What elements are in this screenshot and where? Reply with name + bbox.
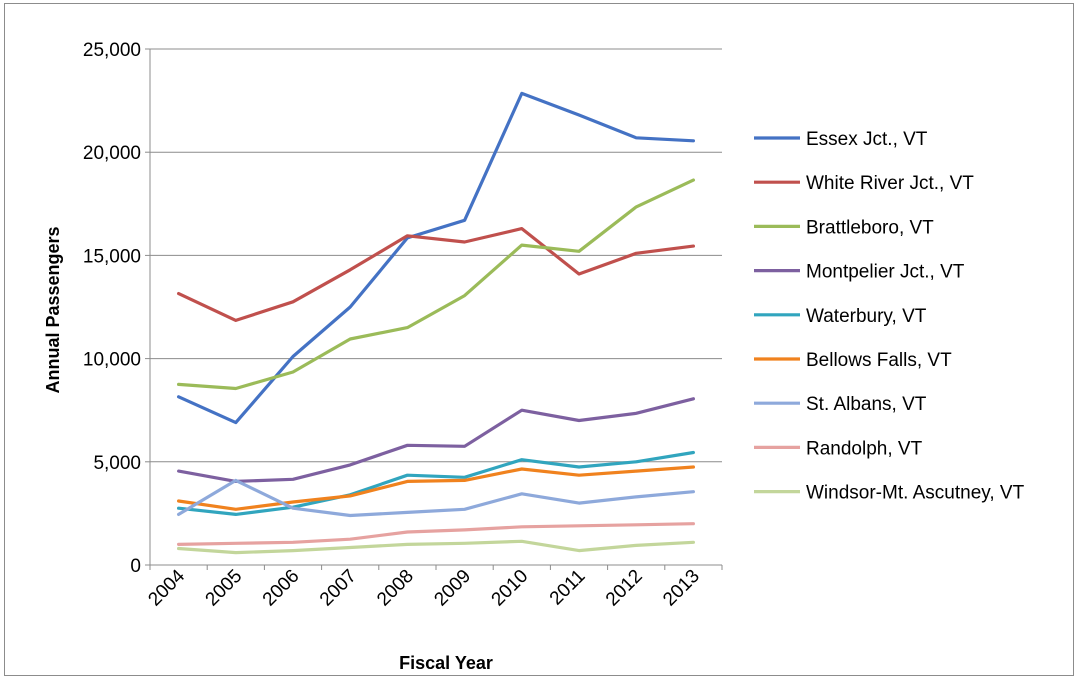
- series-line: [177, 522, 696, 547]
- x-tick-label: 2005: [202, 566, 247, 611]
- y-tick-label: 20,000: [83, 143, 141, 164]
- x-axis-tick-labels: 2004 2005 2006 2007 2008 2009 2010 2011 2012 2013: [144, 565, 704, 610]
- legend-label: Bellows Falls, VT: [806, 350, 952, 371]
- series-line: [177, 465, 696, 511]
- x-tick-label: 2008: [373, 566, 418, 611]
- x-tick-label: 2011: [546, 566, 590, 610]
- series-line: [177, 178, 696, 391]
- legend-label: Randolph, VT: [806, 438, 923, 459]
- y-axis-tick-labels: 0 5,000 10,000 15,000 20,000 25,000: [83, 40, 141, 577]
- x-tick-label: 2007: [316, 566, 361, 611]
- y-tick-label: 5,000: [93, 453, 141, 474]
- x-tick-label: 2013: [659, 566, 704, 611]
- y-tick-label: 10,000: [83, 350, 141, 371]
- legend: Essex Jct., VT White River Jct., VT Brattl…: [754, 129, 1025, 504]
- x-tick-label: 2009: [430, 566, 475, 611]
- x-tick-label: 2012: [602, 566, 647, 611]
- y-tick-label: 0: [130, 556, 141, 577]
- series-line: [177, 397, 696, 483]
- legend-label: Windsor-Mt. Ascutney, VT: [806, 483, 1025, 504]
- legend-label: Essex Jct., VT: [806, 129, 928, 150]
- legend-label: Montpelier Jct., VT: [806, 262, 965, 283]
- series-line: [177, 478, 696, 518]
- series-line: [177, 227, 696, 322]
- legend-label: Waterbury, VT: [806, 306, 927, 327]
- x-tick-label: 2006: [259, 566, 304, 611]
- y-tick-label: 25,000: [83, 40, 141, 61]
- series-lines: [177, 91, 696, 555]
- x-tick-label: 2010: [488, 566, 533, 611]
- y-axis-title: Annual Passengers: [43, 226, 63, 393]
- legend-label: Brattleboro, VT: [806, 217, 934, 238]
- gridlines: [150, 48, 722, 463]
- series-line: [177, 91, 696, 425]
- legend-label: White River Jct., VT: [806, 173, 974, 194]
- x-axis-title: Fiscal Year: [399, 653, 493, 673]
- series-line: [177, 539, 696, 555]
- axes: [145, 48, 723, 570]
- y-tick-label: 15,000: [83, 246, 141, 267]
- legend-label: St. Albans, VT: [806, 394, 927, 415]
- x-tick-label: 2004: [144, 565, 189, 610]
- series-line: [177, 450, 696, 516]
- chart-frame: 0 5,000 10,000 15,000 20,000 25,000 2004 2005 2…: [4, 3, 1074, 676]
